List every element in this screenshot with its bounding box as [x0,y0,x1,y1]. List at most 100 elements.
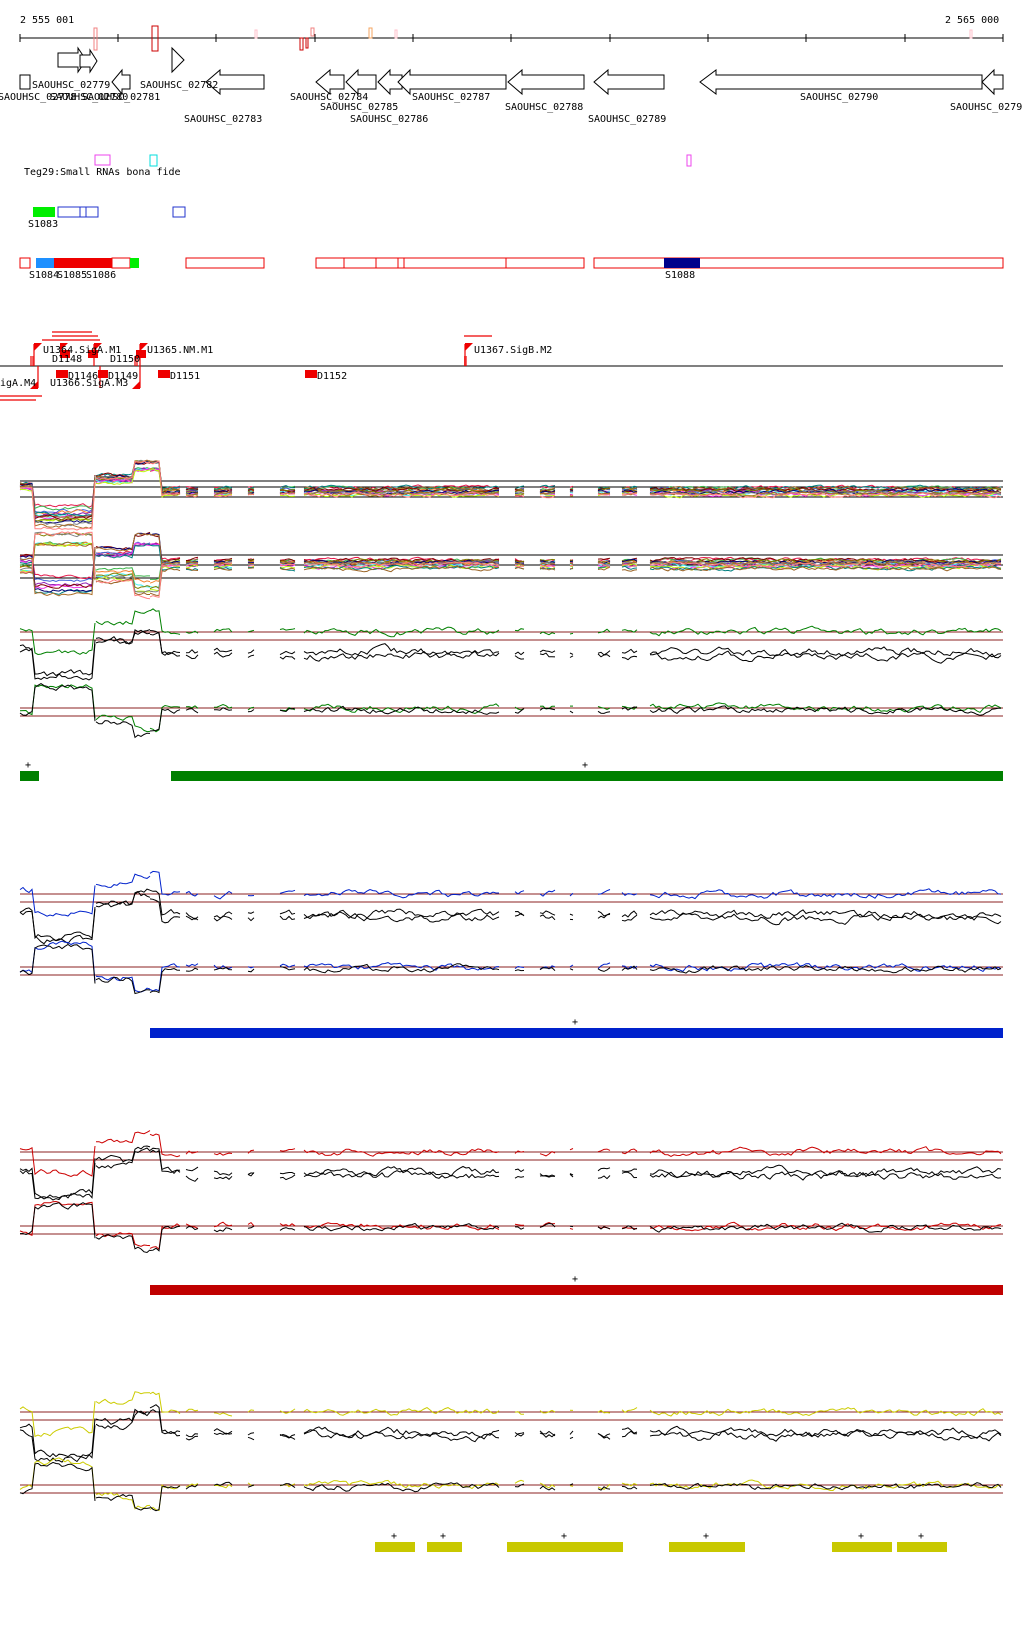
gene-label: SAOUHSC_02784 [290,92,368,103]
gene-SAOUHSC_02789 [593,68,665,96]
profile-line [621,1148,638,1155]
bar-mark: + [572,1274,578,1285]
profile-line [19,622,96,656]
profile-line [149,1225,181,1252]
tss-label: U1365.NM.M1 [147,345,213,356]
overview-profile [149,460,181,496]
overview-profile [303,486,500,493]
overview-profile [185,561,199,564]
profile-line [539,1409,556,1414]
overview-profile [303,565,500,573]
profile-line [303,703,500,715]
overview-profile [597,562,611,568]
profile-line [19,1418,96,1460]
profile-line [303,1222,500,1231]
profile-line [303,963,500,974]
profile-line [621,706,638,711]
profile-line [213,890,233,900]
profile-line [279,889,296,894]
profile-line [514,628,525,632]
overview-profile [247,490,255,493]
profile-line [649,625,1002,637]
profile-line [19,1425,96,1463]
small-rna-track-label: Teg29:Small RNAs bona fide [24,167,181,178]
overview-profile [514,562,525,566]
profile-line [539,631,556,636]
profile-line [303,1222,500,1232]
profile-line [213,915,233,922]
overview-profile [149,460,181,497]
profile-line [649,964,1002,974]
profile-line [569,1485,574,1487]
profile-line [95,720,151,739]
profile-line [247,968,255,973]
profile-line [96,1130,151,1144]
tss-label: U1367.SigB.M2 [474,345,552,356]
gene-label: SAOUHSC_0279 [950,102,1022,113]
overview-profile [95,569,151,583]
overview-profile [621,489,638,493]
profile-line [539,1175,556,1178]
overview-profile [95,532,151,552]
overview-profile [185,563,199,567]
overview-profile [149,469,181,490]
profile-line [514,651,525,656]
profile-line [303,1169,500,1179]
overview-profile [649,558,1002,565]
segment-S1084 [36,258,54,268]
profile-line [514,1150,525,1154]
overview-profile [539,491,556,495]
profile-line [279,707,296,713]
profile-line [279,1148,296,1152]
profile-line [621,965,638,971]
overview-profile [597,560,611,564]
overview-profile [95,579,151,600]
profile-line [185,1433,199,1438]
profile-line [569,655,574,658]
overview-profile [247,562,255,565]
profile-line [95,873,151,888]
overview-profile [247,564,255,567]
overview-profile [597,492,611,495]
profile-line [149,1223,181,1251]
gene-SAOUHSC_02785 [345,68,377,96]
profile-line [185,705,199,709]
profile-line [185,890,199,897]
profile-line [247,654,255,658]
profile-line [185,1435,199,1441]
overview-profile [569,485,574,488]
overview-profile [95,460,151,481]
profile-line [213,651,233,658]
profile-line [569,1430,574,1435]
profile-line [95,629,151,644]
overview-profile [622,559,638,562]
tss-label: D1152 [317,371,347,382]
profile-line [621,965,638,970]
ruler-feature-marks [93,25,973,52]
overview-profile [569,494,574,497]
overview-profile [149,534,181,563]
profile-line [213,1428,233,1435]
profile-line [621,1171,638,1179]
profile-line [279,1172,296,1175]
profile-line [149,1404,181,1435]
profile-line [649,1222,1002,1233]
profile-line [247,1172,255,1175]
expression-profiles [19,459,1003,1512]
tss-label: U1366.SigA.M3 [50,378,128,389]
profile-line [149,1391,181,1415]
overview-profile [303,561,500,569]
bar-mark: + [858,1531,864,1542]
bar-mark: + [918,1531,924,1542]
profile-line [649,1407,1002,1417]
overview-profile [597,557,611,561]
profile-line [597,1486,611,1491]
overview-profile [213,567,233,571]
profile-line [213,911,233,919]
profile-line [303,1148,500,1157]
profile-line [539,1430,556,1437]
overview-profile [279,567,296,571]
profile-line [621,1407,638,1414]
overview-profile [19,480,96,531]
profile-line [185,1166,199,1172]
